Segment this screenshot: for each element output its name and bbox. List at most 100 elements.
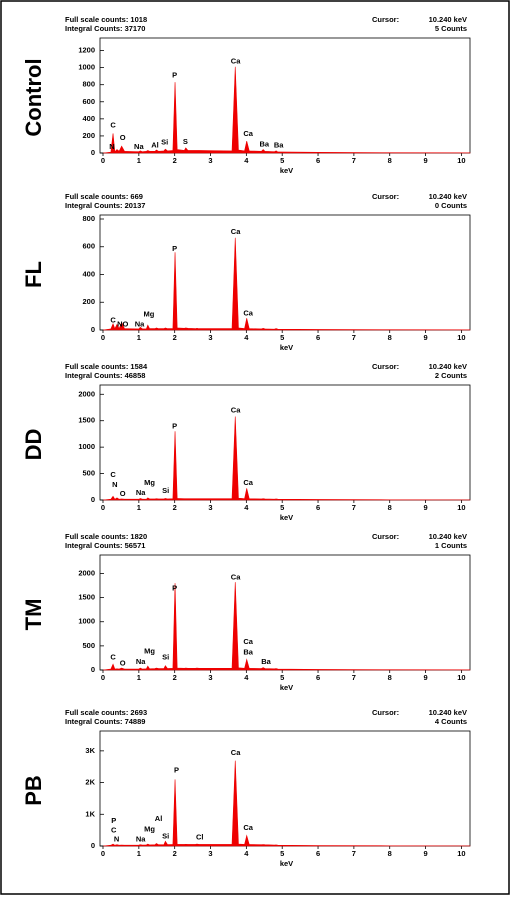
y-tick-label: 600 [82, 242, 95, 251]
x-axis-label: keV [280, 683, 293, 692]
peak-label: N [114, 835, 119, 844]
y-tick-label: 1500 [78, 416, 95, 425]
x-tick-label: 2 [173, 673, 177, 682]
peak-label: P [174, 766, 179, 775]
peak-label: Na [136, 835, 146, 844]
x-tick-label: 0 [101, 503, 105, 512]
x-tick-label: 6 [316, 503, 320, 512]
spectrum-area [102, 237, 471, 331]
x-tick-label: 5 [280, 849, 284, 858]
peak-label: Ca [243, 129, 253, 138]
cursor-counts: 4 Counts [435, 717, 467, 726]
peak-label: Ba [261, 657, 271, 666]
peak-label: O [120, 133, 126, 142]
x-axis-label: keV [280, 343, 293, 352]
x-axis-label: keV [280, 859, 293, 868]
peak-label: Ca [231, 573, 241, 582]
y-tick-label: 800 [82, 80, 95, 89]
x-tick-label: 8 [388, 849, 392, 858]
sample-label: Control [21, 58, 46, 136]
y-tick-label: 0 [91, 148, 95, 157]
y-tick-label: 1000 [78, 63, 95, 72]
peak-label: Si [161, 138, 168, 147]
x-tick-label: 4 [244, 333, 249, 342]
x-tick-label: 0 [101, 849, 105, 858]
x-tick-label: 0 [101, 673, 105, 682]
peak-label: Si [162, 653, 169, 662]
spectrum-area [102, 416, 471, 501]
x-tick-label: 3 [208, 849, 212, 858]
x-tick-label: 2 [173, 333, 177, 342]
x-tick-label: 2 [173, 849, 177, 858]
x-tick-label: 0 [101, 156, 105, 165]
peak-label: Ca [231, 748, 241, 757]
x-tick-label: 4 [244, 849, 249, 858]
x-axis-label: keV [280, 166, 293, 175]
peak-label: Ca [231, 227, 241, 236]
cursor-value: 10.240 keV [429, 362, 467, 371]
sample-label: TM [21, 599, 46, 631]
cursor-counts: 5 Counts [435, 24, 467, 33]
full-scale-counts: Full scale counts: 1820 [65, 532, 147, 541]
x-tick-label: 1 [137, 673, 141, 682]
peak-label: Na [134, 142, 144, 151]
x-tick-label: 3 [208, 333, 212, 342]
x-tick-label: 0 [101, 333, 105, 342]
peak-label: C [111, 825, 117, 834]
peak-label: P [172, 71, 177, 80]
cursor-label: Cursor: [372, 708, 399, 717]
peak-label: Al [151, 140, 159, 149]
peak-label: C [110, 121, 116, 130]
x-tick-label: 5 [280, 333, 284, 342]
y-tick-label: 0 [91, 325, 95, 334]
cursor-counts: 0 Counts [435, 201, 467, 210]
x-tick-label: 4 [244, 503, 249, 512]
x-tick-label: 5 [280, 673, 284, 682]
peak-label: P [172, 422, 177, 431]
x-tick-label: 3 [208, 673, 212, 682]
integral-counts: Integral Counts: 20137 [65, 201, 145, 210]
x-tick-label: 8 [388, 333, 392, 342]
y-tick-label: 400 [82, 269, 95, 278]
x-tick-label: 9 [423, 156, 427, 165]
x-tick-label: 5 [280, 503, 284, 512]
sample-label: FL [21, 261, 46, 288]
integral-counts: Integral Counts: 46858 [65, 371, 145, 380]
sample-label: PB [21, 775, 46, 806]
x-tick-label: 7 [352, 503, 356, 512]
x-tick-label: 2 [173, 156, 177, 165]
x-tick-label: 10 [457, 503, 465, 512]
peak-label: Ca [243, 478, 253, 487]
x-tick-label: 3 [208, 156, 212, 165]
y-tick-label: 3K [85, 746, 95, 755]
peak-label: C [110, 315, 116, 324]
y-tick-label: 500 [82, 641, 95, 650]
y-tick-label: 200 [82, 297, 95, 306]
peak-label: O [120, 489, 126, 498]
cursor-label: Cursor: [372, 192, 399, 201]
x-tick-label: 4 [244, 673, 249, 682]
cursor-counts: 2 Counts [435, 371, 467, 380]
y-tick-label: 0 [91, 495, 95, 504]
integral-counts: Integral Counts: 74889 [65, 717, 145, 726]
spectrum-area [102, 760, 471, 847]
y-tick-label: 600 [82, 97, 95, 106]
peak-label: P [172, 244, 177, 253]
y-tick-label: 2000 [78, 568, 95, 577]
y-tick-label: 0 [91, 841, 95, 850]
x-tick-label: 1 [137, 849, 141, 858]
cursor-counts: 1 Counts [435, 541, 467, 550]
x-tick-label: 6 [316, 333, 320, 342]
peak-label: Na [136, 657, 146, 666]
y-tick-label: 0 [91, 665, 95, 674]
x-tick-label: 10 [457, 849, 465, 858]
y-tick-label: 1200 [78, 46, 95, 55]
y-tick-label: 400 [82, 114, 95, 123]
y-tick-label: 1000 [78, 442, 95, 451]
x-tick-label: 10 [457, 673, 465, 682]
x-tick-label: 1 [137, 333, 141, 342]
x-tick-label: 6 [316, 156, 320, 165]
x-tick-label: 8 [388, 156, 392, 165]
